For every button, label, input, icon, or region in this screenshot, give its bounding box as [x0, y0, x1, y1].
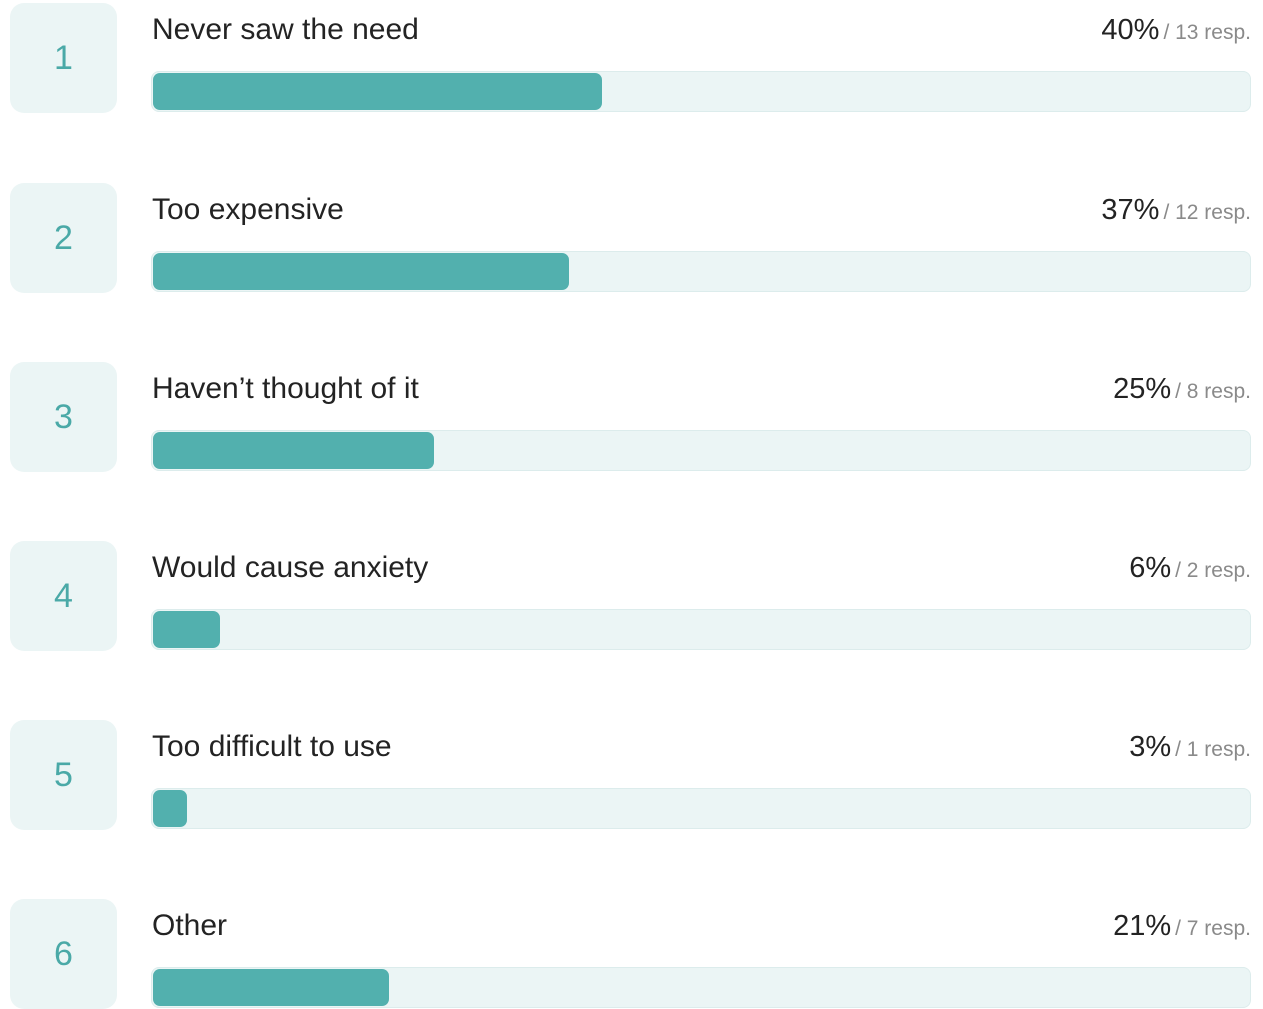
chart-row: 5 Too difficult to use 3%/ 1 resp.	[0, 717, 1263, 830]
rank-badge: 6	[10, 899, 117, 1009]
chart-row: 1 Never saw the need 40%/ 13 resp.	[0, 0, 1263, 113]
bar	[153, 432, 434, 469]
bar	[153, 790, 187, 827]
bar	[153, 611, 220, 648]
bar-stats: 37%/ 12 resp.	[1101, 190, 1251, 235]
bar	[153, 253, 569, 290]
bar-stats: 21%/ 7 resp.	[1113, 906, 1251, 951]
response-count-label: / 7 resp.	[1175, 917, 1251, 940]
bar-track	[151, 251, 1251, 292]
bar-track	[151, 967, 1251, 1008]
category-label: Haven’t thought of it	[152, 372, 419, 405]
rank-badge: 4	[10, 541, 117, 651]
rank-badge: 5	[10, 720, 117, 830]
response-count-label: / 13 resp.	[1163, 21, 1251, 44]
chart-row: 6 Other 21%/ 7 resp.	[0, 896, 1263, 1009]
category-label: Never saw the need	[152, 13, 419, 46]
bar-track	[151, 430, 1251, 471]
bar-track	[151, 71, 1251, 112]
response-count-label: / 8 resp.	[1175, 380, 1251, 403]
bar-stats: 25%/ 8 resp.	[1113, 369, 1251, 414]
percent-label: 6%	[1129, 552, 1172, 584]
response-count-label: / 1 resp.	[1175, 738, 1251, 761]
bar-stats: 40%/ 13 resp.	[1101, 10, 1251, 55]
percent-label: 37%	[1101, 194, 1160, 226]
percent-label: 21%	[1113, 910, 1172, 942]
rank-badge: 1	[10, 3, 117, 113]
category-label: Would cause anxiety	[152, 551, 429, 584]
bar-track	[151, 609, 1251, 650]
rank-badge: 2	[10, 183, 117, 293]
bar-stats: 3%/ 1 resp.	[1129, 727, 1251, 772]
rank-badge: 3	[10, 362, 117, 472]
chart-row: 3 Haven’t thought of it 25%/ 8 resp.	[0, 359, 1263, 472]
response-count-label: / 12 resp.	[1163, 201, 1251, 224]
percent-label: 25%	[1113, 373, 1172, 405]
bar-stats: 6%/ 2 resp.	[1129, 548, 1251, 593]
category-label: Other	[152, 909, 228, 942]
percent-label: 3%	[1129, 731, 1172, 763]
bar-track	[151, 788, 1251, 829]
bar	[153, 73, 602, 110]
category-label: Too difficult to use	[152, 730, 392, 763]
response-count-label: / 2 resp.	[1175, 559, 1251, 582]
percent-label: 40%	[1101, 14, 1160, 46]
chart-row: 4 Would cause anxiety 6%/ 2 resp.	[0, 538, 1263, 651]
chart-row: 2 Too expensive 37%/ 12 resp.	[0, 180, 1263, 293]
bar	[153, 969, 389, 1006]
category-label: Too expensive	[152, 193, 344, 226]
